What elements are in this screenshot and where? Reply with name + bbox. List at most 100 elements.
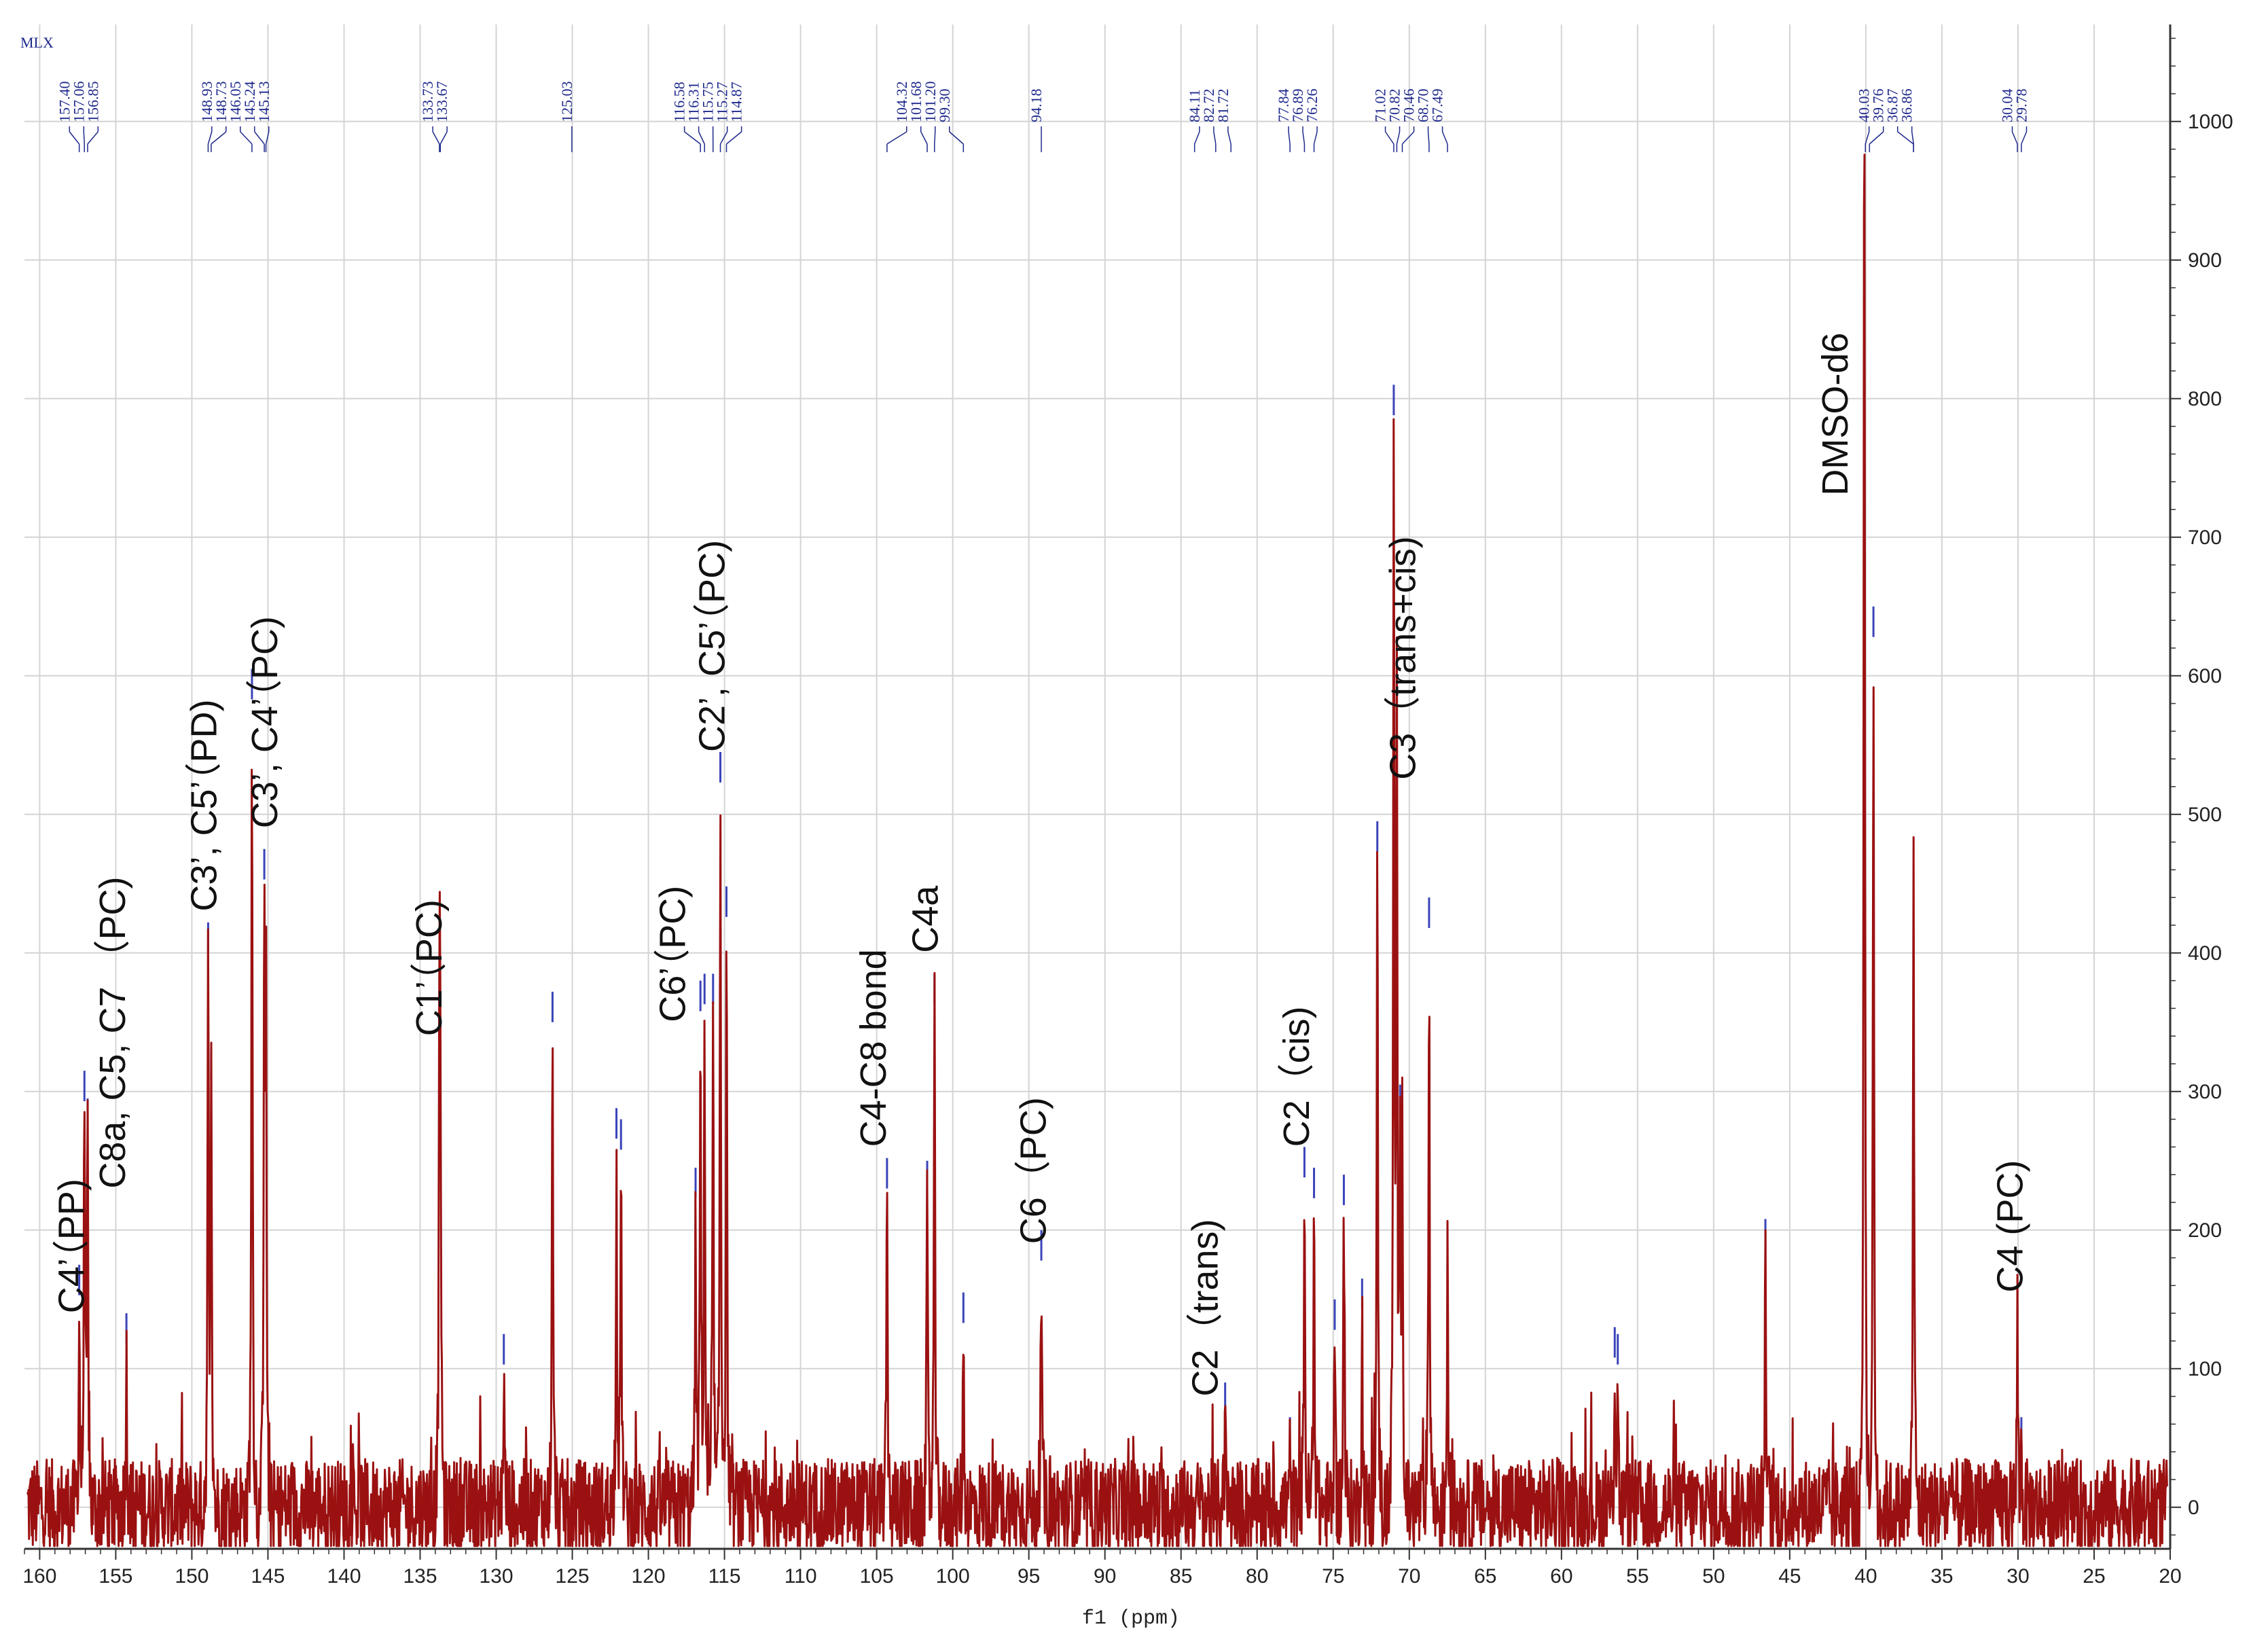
x-tick-label: 150 xyxy=(175,1565,209,1588)
x-tick-label: 155 xyxy=(98,1565,132,1588)
y-tick-label: 600 xyxy=(2188,665,2222,687)
x-tick-label: 60 xyxy=(1550,1565,1572,1588)
x-tick-label: 85 xyxy=(1170,1565,1192,1588)
ppm-connector-slant xyxy=(949,131,964,145)
peak-annotation: DMSO-d6 xyxy=(1815,333,1856,496)
ppm-connector-slant xyxy=(1865,131,1870,145)
x-tick-label: 160 xyxy=(22,1565,56,1588)
ppm-connector-slant xyxy=(1302,131,1306,145)
ppm-connector-slant xyxy=(1869,131,1884,145)
ppm-label: 36.86 xyxy=(1898,89,1915,123)
y-tick-label: 800 xyxy=(2188,388,2222,410)
x-tick-label: 120 xyxy=(632,1565,666,1588)
ppm-label: 94.18 xyxy=(1028,89,1045,123)
ppm-connector-slant xyxy=(1911,131,1915,145)
peak-annotation: C6（PC) xyxy=(1013,1097,1054,1244)
ppm-label: 30.04 xyxy=(1998,89,2015,123)
ppm-connector-slant xyxy=(1401,131,1415,145)
x-tick-label: 125 xyxy=(556,1565,590,1588)
ppm-label: 70.46 xyxy=(1401,89,1418,123)
ppm-connector-slant xyxy=(1213,131,1217,145)
ppm-connector-slant xyxy=(684,131,701,145)
ppm-label: 68.70 xyxy=(1415,89,1432,123)
ppm-connector-slant xyxy=(254,131,265,145)
ppm-label: 116.31 xyxy=(685,82,702,122)
x-tick-label: 135 xyxy=(403,1565,437,1588)
spectrum-trace xyxy=(26,154,2168,1547)
peak-annotation: C8a, C5, C7 （PC) xyxy=(92,876,133,1188)
peak-annotation: C1’（PC) xyxy=(409,899,450,1036)
ppm-label: 104.32 xyxy=(893,82,910,123)
ppm-connector-slant xyxy=(69,131,80,145)
x-tick-label: 50 xyxy=(1702,1565,1725,1588)
x-tick-label: 25 xyxy=(2083,1565,2105,1588)
ppm-label: 148.73 xyxy=(213,82,230,123)
ppm-connector-slant xyxy=(207,131,213,145)
x-tick-label: 75 xyxy=(1322,1565,1344,1588)
ppm-label: 115.27 xyxy=(714,82,731,122)
ppm-connector-slant xyxy=(87,131,98,145)
ppm-connector-slant xyxy=(1427,131,1430,145)
x-tick-label: 130 xyxy=(480,1565,514,1588)
peak-annotations: C4’（PP)C8a, C5, C7 （PC) C3’, C5’（PD) C3’, … xyxy=(51,333,2030,1397)
ppm-label: 82.72 xyxy=(1200,89,1217,123)
ppm-connector-slant xyxy=(432,131,440,145)
peak-annotation: C4 (PC) xyxy=(1990,1160,2031,1293)
ppm-connector-slant xyxy=(1313,131,1318,145)
peak-annotation: C3’, C5’（PD) xyxy=(183,700,224,912)
x-tick-label: 95 xyxy=(1018,1565,1040,1588)
ppm-connector-slant xyxy=(719,131,728,145)
y-tick-label: 500 xyxy=(2188,804,2222,826)
x-tick-label: 30 xyxy=(2006,1565,2029,1588)
ppm-label: 157.06 xyxy=(70,82,87,122)
y-tick-label: 0 xyxy=(2188,1497,2199,1519)
peak-annotation: C6’（PC) xyxy=(652,886,693,1022)
ppm-label: 40.03 xyxy=(1856,89,1873,123)
ppm-connector-slant xyxy=(1441,131,1448,145)
x-tick-label: 140 xyxy=(327,1565,361,1588)
ppm-connector-slant xyxy=(265,131,270,145)
ppm-connector-slant xyxy=(726,131,742,145)
ppm-connector-slant xyxy=(1193,131,1200,145)
ppm-connector-slant xyxy=(886,131,907,145)
ppm-label: 146.05 xyxy=(227,82,244,123)
ppm-label: 133.73 xyxy=(419,82,436,123)
ppm-label: 70.82 xyxy=(1386,89,1403,123)
peak-annotation: C2’, C5’（PC) xyxy=(692,540,733,752)
axes: 160 155 150 145 140 135 130 125 120 115 110 105 100 9… xyxy=(22,24,2233,1588)
y-tick-label: 900 xyxy=(2188,249,2222,272)
ppm-label: 148.93 xyxy=(198,82,215,123)
peak-annotation: C3’, C4’（PC) xyxy=(245,616,285,828)
x-tick-label: 20 xyxy=(2159,1565,2181,1588)
x-tick-label: 55 xyxy=(1626,1565,1649,1588)
peak-annotation: C4-C8 bond xyxy=(853,949,894,1147)
ppm-connector-slant xyxy=(439,131,448,145)
ppm-label: 84.11 xyxy=(1186,89,1203,122)
ppm-label: 133.67 xyxy=(433,82,450,123)
corner-label: MLX xyxy=(20,34,54,51)
ppm-label: 67.49 xyxy=(1429,89,1446,123)
ppm-label: 76.89 xyxy=(1289,89,1306,123)
x-tick-label: 80 xyxy=(1246,1565,1268,1588)
ppm-label: 29.78 xyxy=(2013,89,2030,123)
y-tick-label: 300 xyxy=(2188,1081,2222,1103)
ppm-label: 76.26 xyxy=(1303,89,1320,123)
ppm-label: 71.02 xyxy=(1372,89,1389,122)
x-tick-label: 90 xyxy=(1094,1565,1116,1588)
ppm-connector-slant xyxy=(920,131,928,145)
ppm-label: 36.87 xyxy=(1884,89,1901,123)
ppm-connector-slant xyxy=(2021,131,2028,145)
ppm-label: 81.72 xyxy=(1214,89,1231,123)
x-tick-label: 35 xyxy=(1930,1565,1953,1588)
ppm-connector-slant xyxy=(1897,131,1914,145)
peak-annotation: C2（trans) xyxy=(1185,1219,1225,1397)
ppm-label: 77.84 xyxy=(1275,89,1292,123)
x-axis-title: f1 (ppm) xyxy=(1082,1607,1180,1630)
ppm-connector-slant xyxy=(211,131,227,145)
x-tick-label: 145 xyxy=(251,1565,285,1588)
peak-annotation: C4a xyxy=(905,885,946,953)
ppm-label: 145.13 xyxy=(255,82,272,123)
